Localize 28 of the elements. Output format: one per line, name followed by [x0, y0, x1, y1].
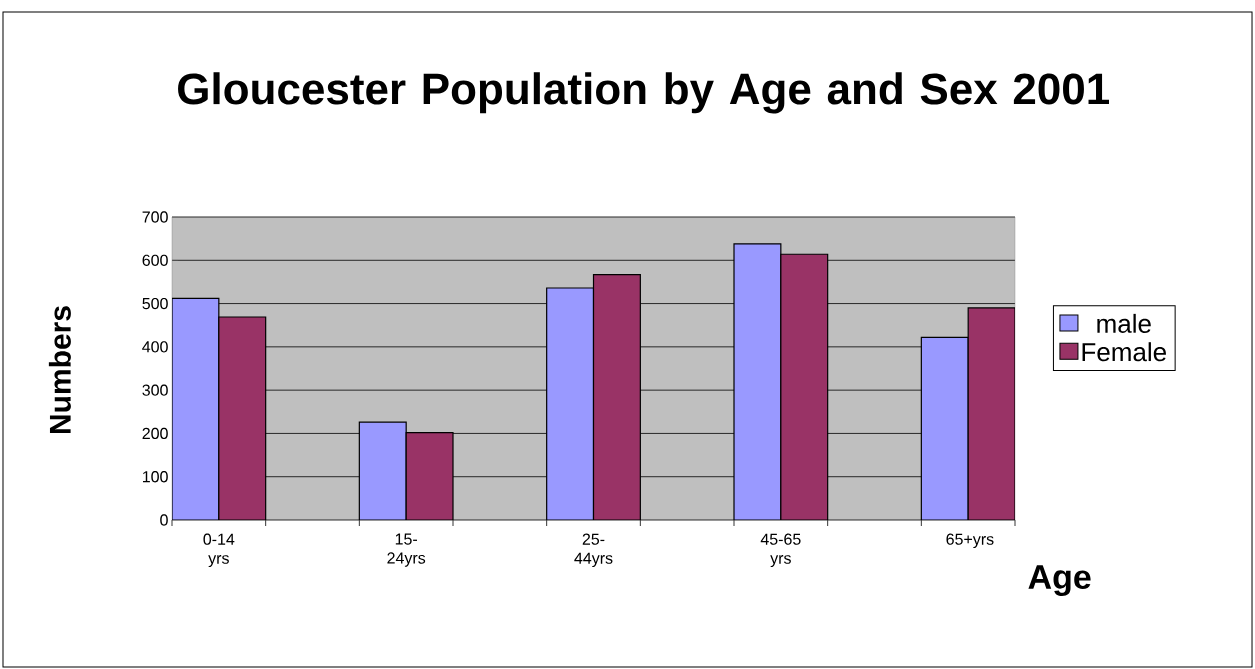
y-tick-label: 500 — [142, 297, 168, 310]
bar — [218, 316, 267, 520]
bar — [358, 421, 407, 520]
x-tick-label: 15-24yrs — [387, 533, 426, 567]
bar — [172, 297, 220, 520]
x-axis-title: Age — [1028, 565, 1091, 596]
y-axis-title: Numbers — [48, 306, 71, 434]
bar — [733, 243, 782, 520]
y-tick-label: 0 — [160, 514, 168, 526]
y-tick-label: 200 — [142, 427, 168, 440]
bar — [780, 253, 829, 520]
y-tick-label: 400 — [142, 341, 168, 353]
y-tick-label: 600 — [142, 254, 168, 266]
bar — [405, 431, 454, 520]
x-tick-label: 65+yrs — [946, 533, 994, 549]
bar — [592, 273, 641, 520]
y-tick-label: 100 — [143, 471, 168, 483]
bar — [920, 336, 969, 520]
y-tick-label: 700 — [142, 211, 168, 223]
chart-title: Gloucester Population by Age and Sex 2001 — [178, 72, 1109, 114]
y-tick-label: 300 — [142, 384, 168, 396]
x-tick-label: 45-65 yrs — [760, 533, 801, 568]
x-tick-label: 0-14 yrs — [203, 533, 235, 568]
bar — [546, 287, 595, 520]
bar — [967, 307, 1016, 520]
legend-label: Female — [1082, 342, 1166, 362]
x-tick-label: 25-44yrs — [574, 533, 613, 568]
legend-label: male — [1097, 313, 1151, 333]
